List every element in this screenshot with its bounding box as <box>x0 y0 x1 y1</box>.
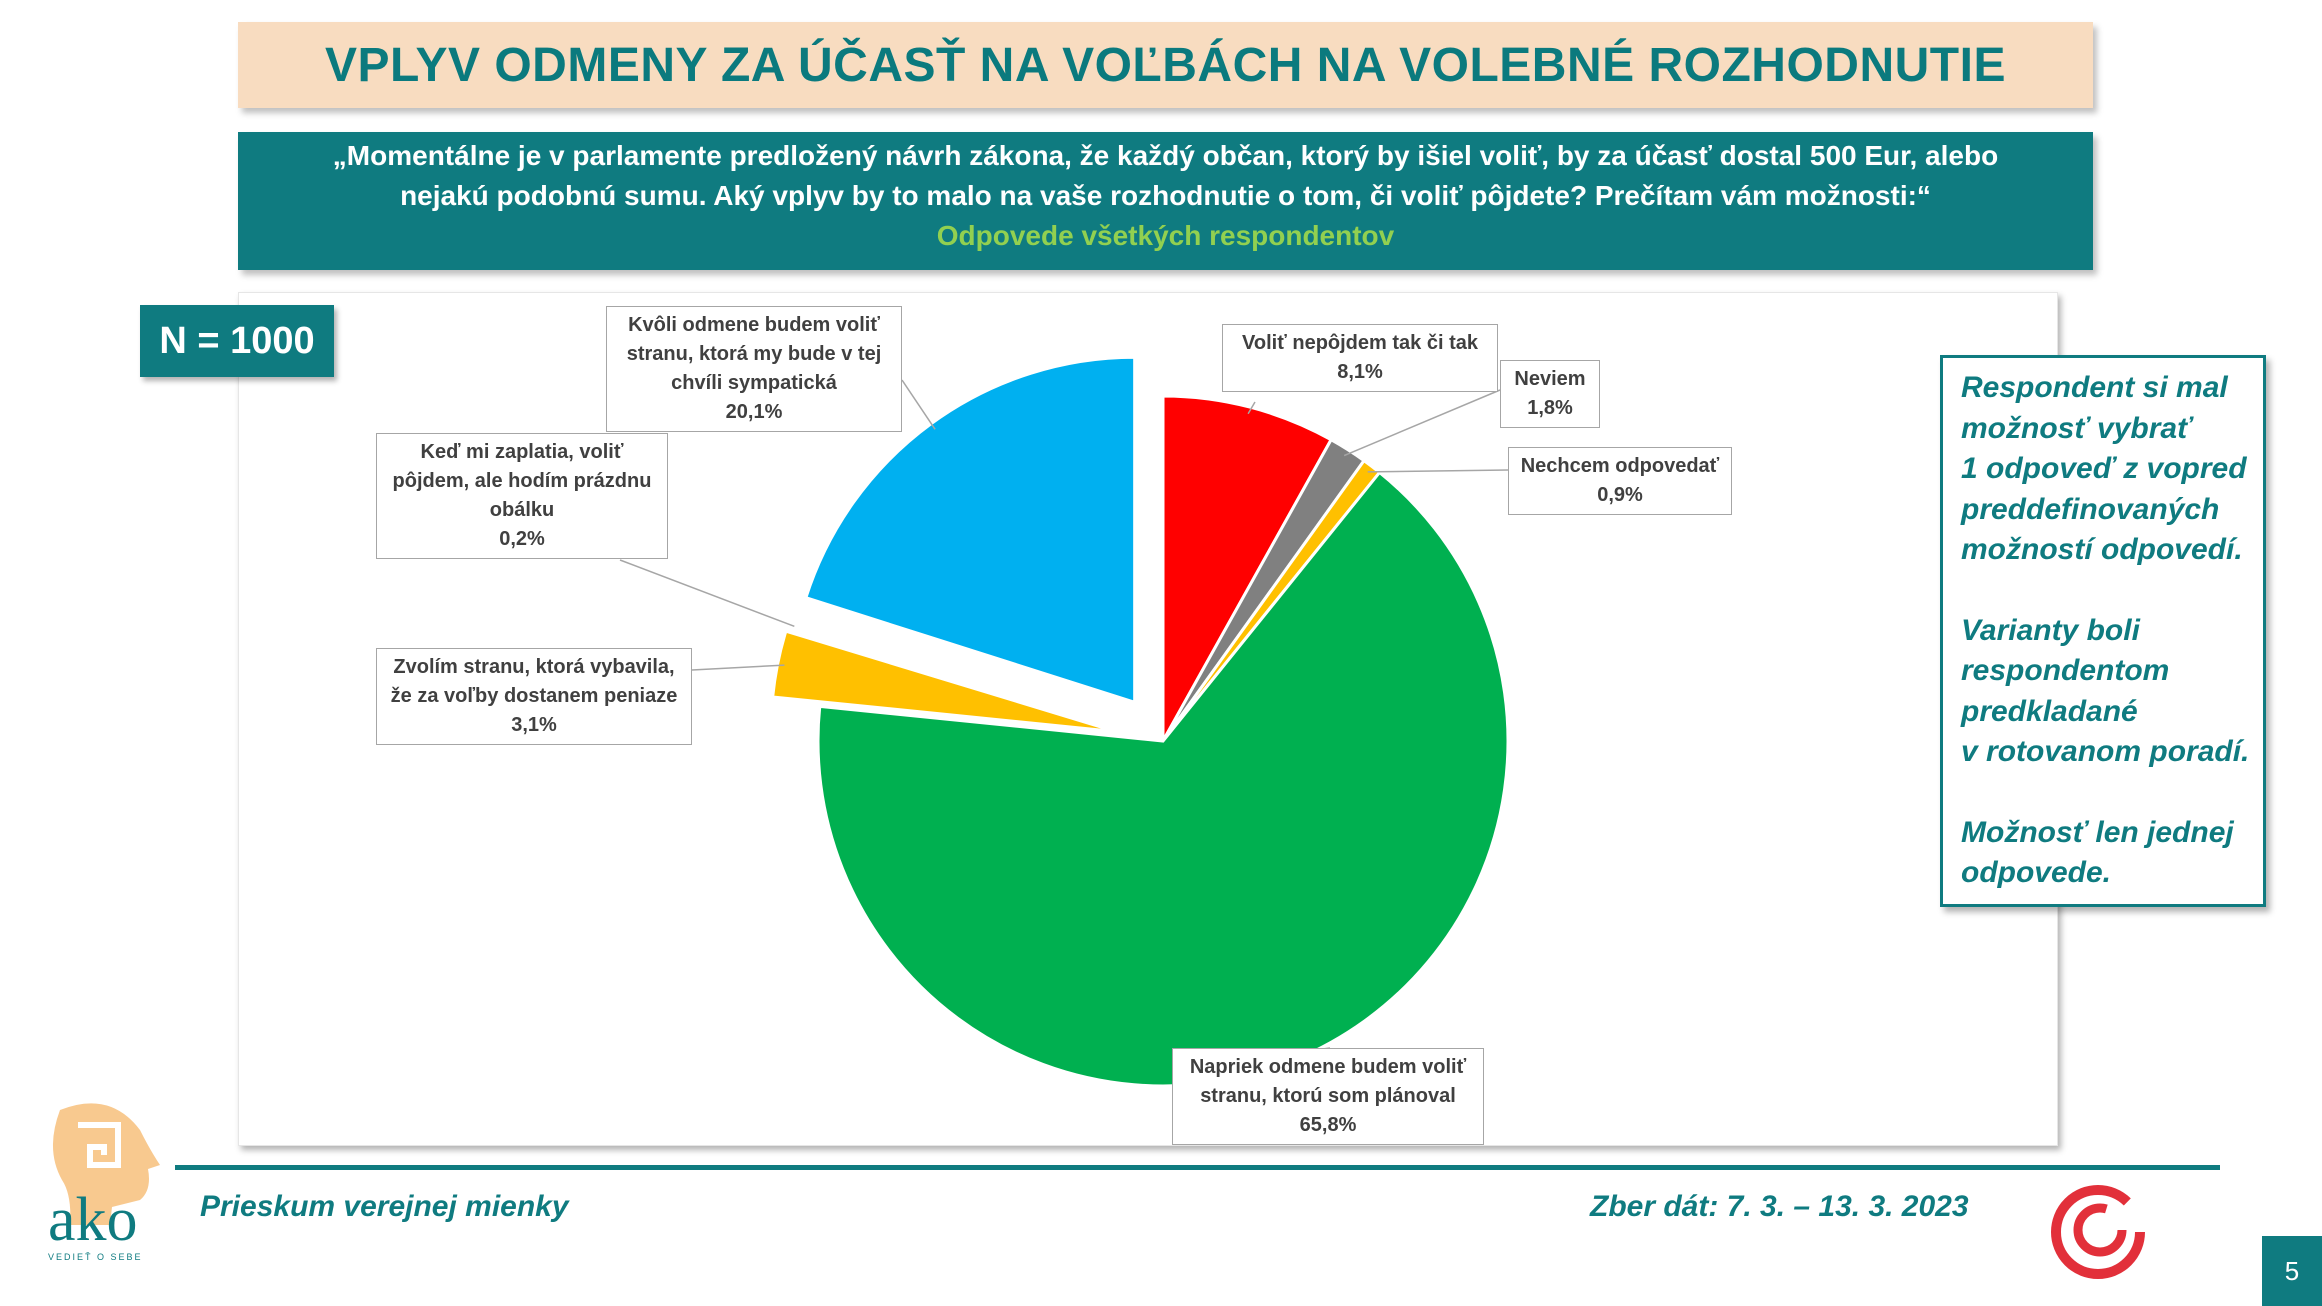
page-number-text: 5 <box>2284 1255 2300 1286</box>
slice-label-text: Neviem <box>1514 368 1586 390</box>
footer-collection-date: Zber dát: 7. 3. – 13. 3. 2023 <box>1590 1190 1969 1223</box>
slice-label-value: 1,8% <box>1527 397 1573 419</box>
slice-wont-vote <box>1161 394 1334 747</box>
page-title: VPLYV ODMENY ZA ÚČASŤ NA VOĽBÁCH NA VOLE… <box>325 38 2006 92</box>
title-banner: VPLYV ODMENY ZA ÚČASŤ NA VOĽBÁCH NA VOLE… <box>238 22 2093 108</box>
slice-label-value: 0,9% <box>1597 484 1643 506</box>
slice-label-vote-payer: Zvolím stranu, ktorá vybavila, že za voľ… <box>376 648 692 745</box>
slice-label-dont-know: Neviem 1,8% <box>1500 360 1600 428</box>
note-paragraph-3: Možnosť len jednej odpovede. <box>1961 815 2234 890</box>
slice-label-value: 65,8% <box>1299 1114 1357 1136</box>
slice-label-wont-vote: Voliť nepôjdem tak či tak 8,1% <box>1222 324 1498 392</box>
question-box: „Momentálne je v parlamente predložený n… <box>238 132 2093 270</box>
note-paragraph-1: Respondent si mal možnosť vybrať 1 odpov… <box>1961 371 2247 566</box>
leader-line <box>1343 389 1501 457</box>
ako-head-logo-icon <box>52 1103 160 1225</box>
note-paragraph-2: Varianty boli respondentom predkladané v… <box>1961 613 2250 769</box>
slice-label-vote-planned: Napriek odmene budem voliť stranu, ktorú… <box>1172 1048 1484 1145</box>
slice-label-empty-envelope: Keď mi zaplatia, voliť pôjdem, ale hodím… <box>376 433 668 559</box>
spiral-brand-icon <box>2051 1185 2145 1279</box>
slice-label-value: 8,1% <box>1337 361 1383 383</box>
question-line-2: nejakú podobnú sumu. Aký vplyv by to mal… <box>400 180 1931 211</box>
slice-label-value: 3,1% <box>511 714 557 736</box>
slice-label-text: Zvolím stranu, ktorá vybavila, že za voľ… <box>390 656 678 707</box>
leader-line <box>901 379 936 430</box>
slice-label-no-answer: Nechcem odpovedať 0,9% <box>1508 447 1732 515</box>
slice-label-text: Voliť nepôjdem tak či tak <box>1242 332 1478 354</box>
leader-line <box>1367 469 1509 473</box>
methodology-note: Respondent si mal možnosť vybrať 1 odpov… <box>1940 355 2266 907</box>
logo-tagline: VEDIEŤ O SEBE <box>48 1252 143 1262</box>
slice-label-value: 0,2% <box>499 528 545 550</box>
leader-line <box>1247 401 1256 415</box>
slice-label-text: Keď mi zaplatia, voliť pôjdem, ale hodím… <box>392 441 652 521</box>
question-subtitle: Odpovede všetkých respondentov <box>936 220 1395 251</box>
slice-label-vote-sympathetic: Kvôli odmene budem voliť stranu, ktorá m… <box>606 306 902 432</box>
question-line-1: „Momentálne je v parlamente predložený n… <box>332 140 1999 171</box>
slice-label-text: Napriek odmene budem voliť stranu, ktorú… <box>1189 1056 1467 1107</box>
leader-line <box>691 664 785 671</box>
logo-wordmark: ako <box>48 1186 138 1254</box>
leader-line <box>619 559 795 628</box>
slice-label-text: Kvôli odmene budem voliť stranu, ktorá m… <box>626 314 882 394</box>
footer-survey-name: Prieskum verejnej mienky <box>200 1190 569 1223</box>
slice-label-value: 20,1% <box>725 401 783 423</box>
footer-divider <box>175 1165 2220 1170</box>
sample-size: N = 1000 <box>159 319 315 362</box>
slice-vote-payer <box>771 629 1117 734</box>
page-number: 5 <box>2262 1236 2322 1306</box>
slice-label-text: Nechcem odpovedať <box>1520 455 1720 477</box>
sample-size-badge: N = 1000 <box>140 305 334 377</box>
